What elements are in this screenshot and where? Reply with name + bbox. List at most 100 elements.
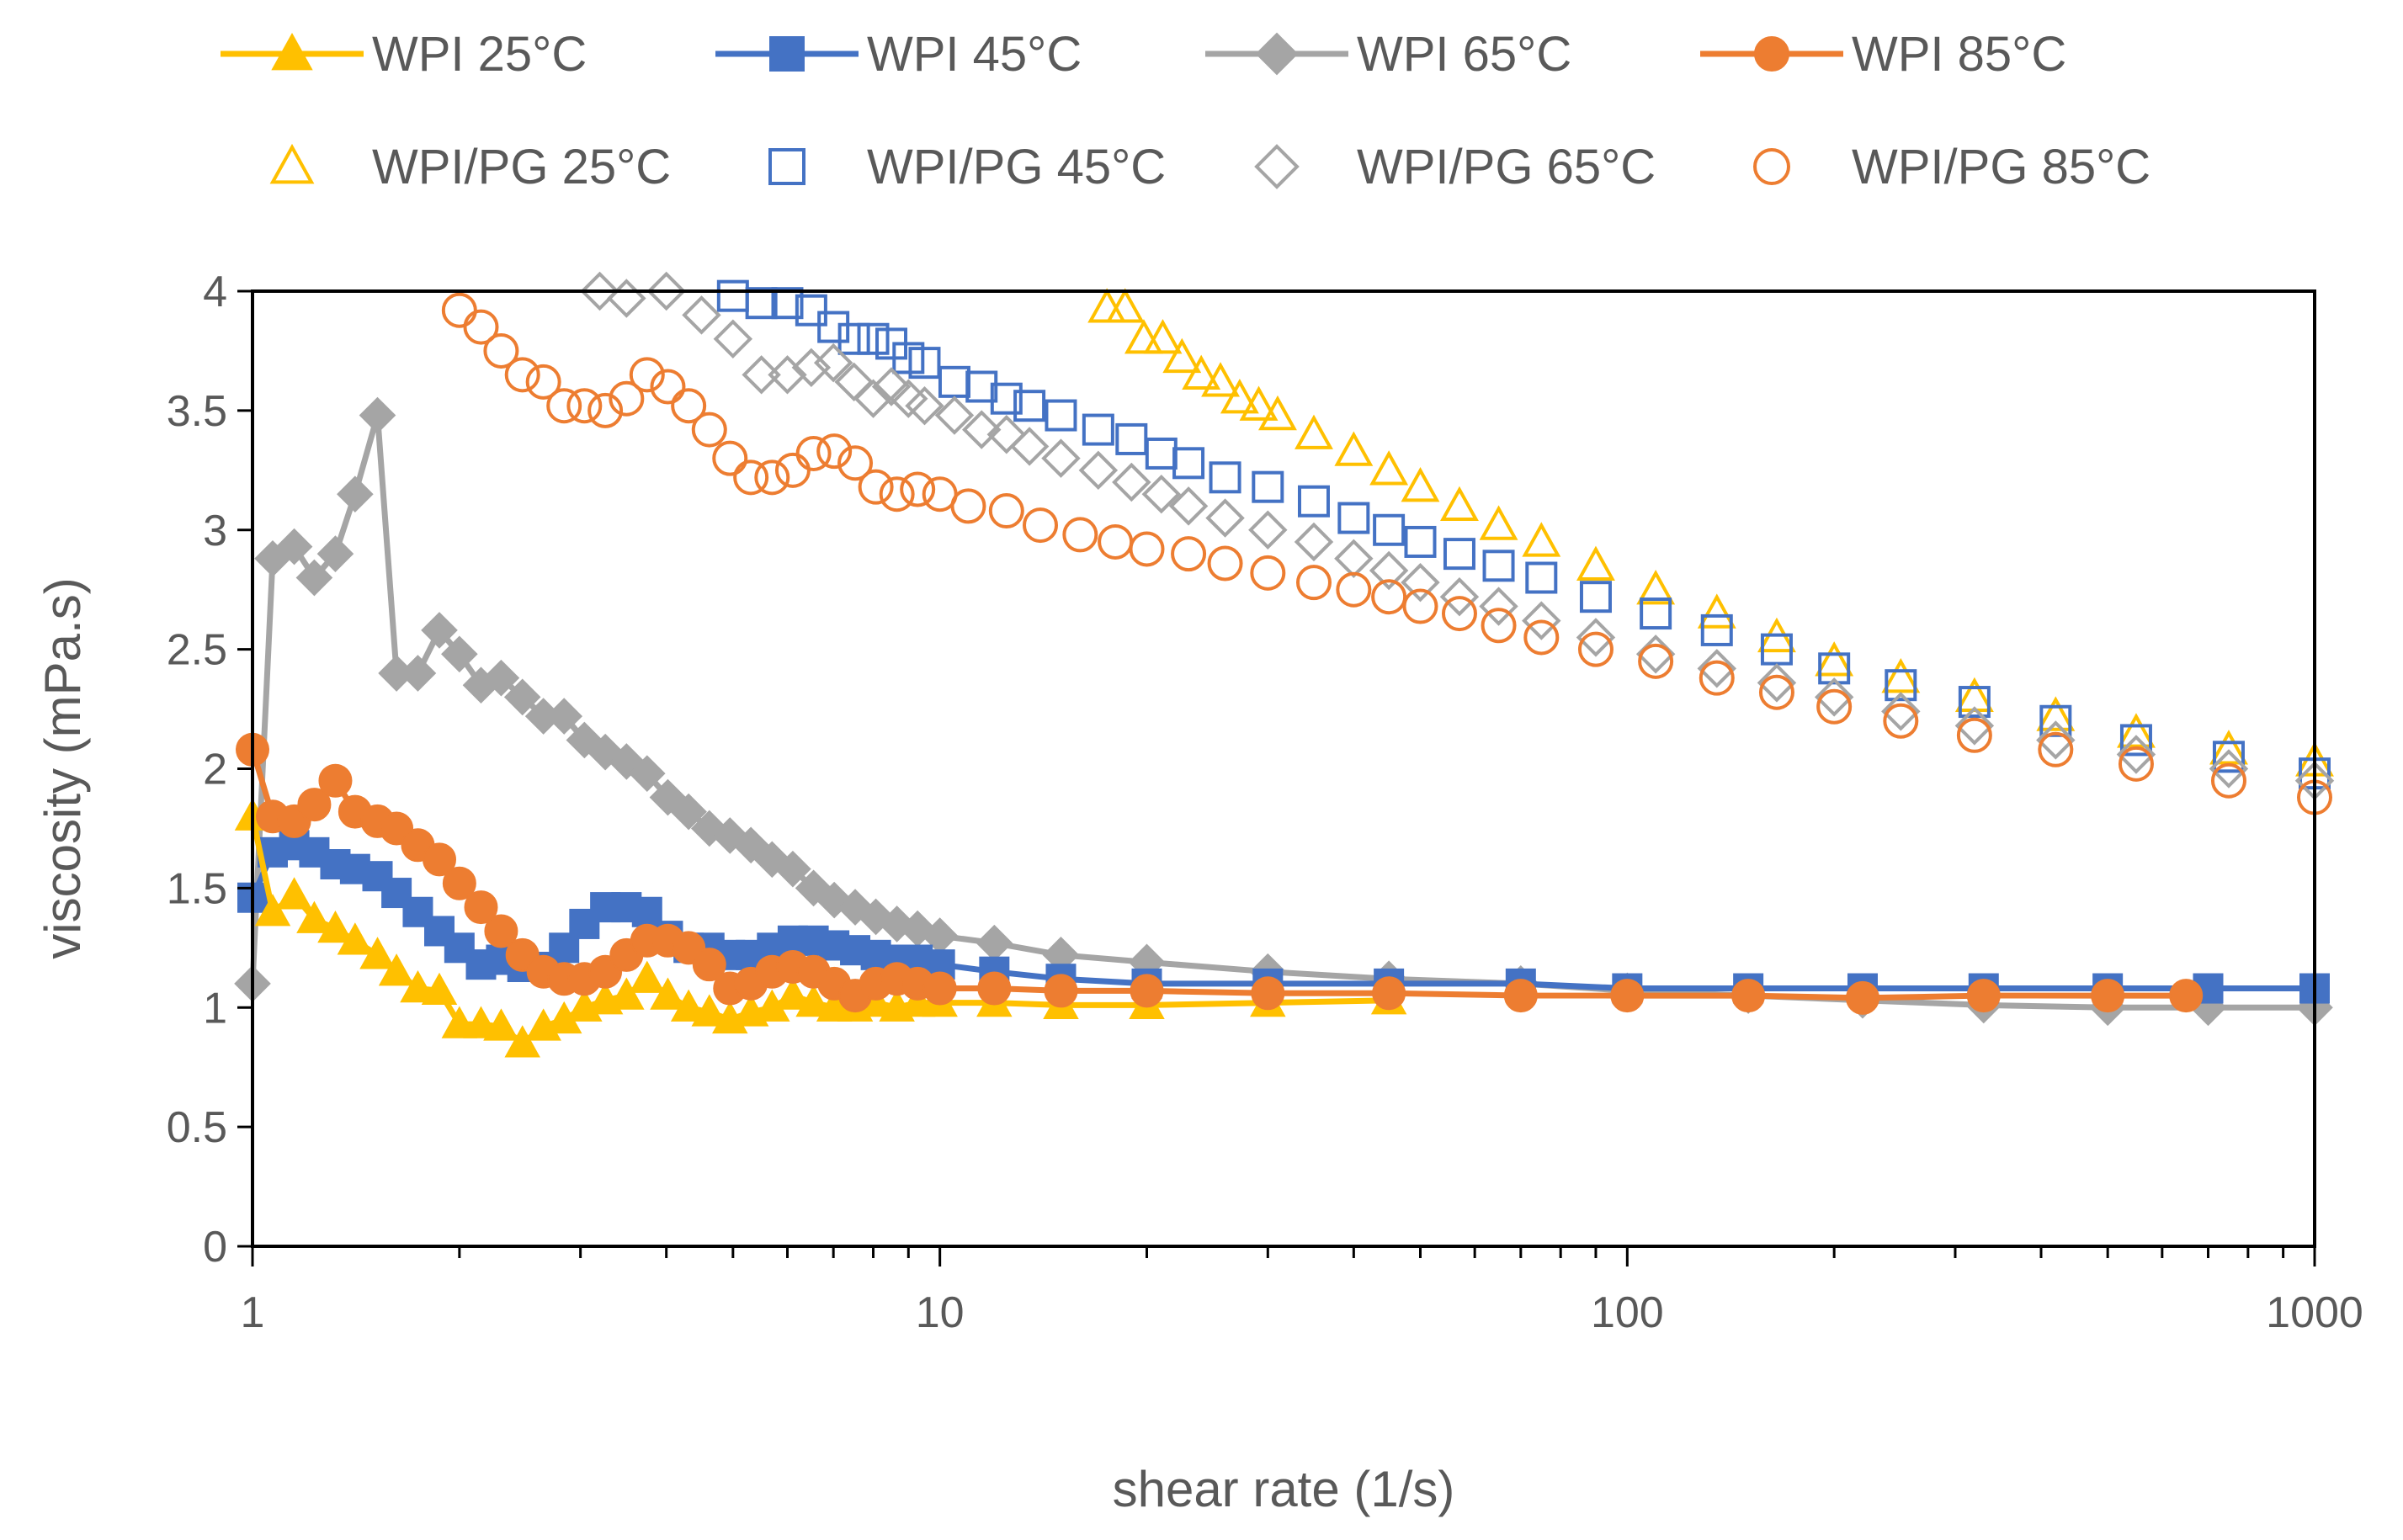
data-point xyxy=(1881,692,1921,731)
data-point xyxy=(1443,538,1475,571)
data-point xyxy=(1577,631,1614,667)
data-point xyxy=(691,994,728,1027)
data-point xyxy=(504,1025,540,1058)
data-point xyxy=(1295,565,1332,601)
data-point xyxy=(1522,601,1561,640)
series-wpi-25-c xyxy=(234,798,1407,1058)
data-point xyxy=(1700,613,1733,646)
y-tick-label: 2.5 xyxy=(167,626,227,675)
legend-label: WPI/PG 85°C xyxy=(1852,140,2150,194)
data-point xyxy=(1105,288,1145,323)
data-point xyxy=(1576,618,1616,657)
data-point xyxy=(1401,467,1440,502)
data-point xyxy=(934,396,975,435)
x-tick-label: 1000 xyxy=(2266,1288,2363,1337)
data-point xyxy=(441,635,478,673)
data-point xyxy=(908,347,941,380)
data-point xyxy=(712,440,748,476)
data-point xyxy=(1257,395,1297,431)
legend-marker xyxy=(768,148,805,185)
data-point xyxy=(400,969,436,1003)
data-point xyxy=(1481,608,1517,644)
data-point xyxy=(795,984,832,1017)
series-wpi-85-c xyxy=(236,732,2204,1015)
data-point xyxy=(1640,597,1672,630)
data-point xyxy=(296,900,332,933)
data-point xyxy=(1815,641,1854,677)
data-point xyxy=(316,535,354,572)
data-point xyxy=(817,311,850,343)
series-wpi-pg-65-c xyxy=(580,271,2335,800)
data-point xyxy=(566,388,603,424)
legend-label: WPI 65°C xyxy=(1357,27,1571,82)
data-point xyxy=(753,841,791,879)
data-point xyxy=(1251,976,1285,1011)
data-point xyxy=(545,698,583,735)
data-point xyxy=(2036,720,2076,760)
legend-label: WPI 85°C xyxy=(1852,27,2066,82)
x-tick-label: 100 xyxy=(1591,1288,1664,1337)
data-point xyxy=(1699,660,1735,696)
data-point xyxy=(1124,319,1163,354)
legend-label: WPI 25°C xyxy=(372,27,587,82)
data-point xyxy=(1373,513,1406,546)
legend-marker xyxy=(271,32,313,71)
legend-marker xyxy=(269,143,315,184)
data-point xyxy=(1334,431,1374,466)
data-point xyxy=(745,287,778,320)
data-point xyxy=(2212,741,2245,773)
data-point xyxy=(609,977,645,1010)
data-point xyxy=(2116,735,2156,774)
data-point xyxy=(318,763,353,798)
data-point xyxy=(1441,596,1477,632)
legend-entry: WPI/PG 65°C xyxy=(1254,140,1656,194)
data-point xyxy=(1525,561,1558,594)
data-point xyxy=(2169,979,2204,1013)
data-point xyxy=(1523,619,1560,656)
x-tick-label: 1 xyxy=(241,1288,265,1337)
legend-marker xyxy=(1754,36,1789,72)
data-point xyxy=(1112,462,1151,502)
data-point xyxy=(837,322,870,355)
data-point xyxy=(569,908,600,939)
data-point xyxy=(1401,562,1440,603)
data-point xyxy=(834,362,874,402)
data-point xyxy=(1062,517,1098,553)
data-point xyxy=(1129,531,1165,567)
data-point xyxy=(986,415,1027,454)
data-point xyxy=(423,842,457,877)
data-point xyxy=(1337,502,1370,534)
legend-entry: WPI 85°C xyxy=(1700,27,2066,82)
data-point xyxy=(1201,362,1241,397)
y-tick-label: 4 xyxy=(203,268,227,316)
data-point xyxy=(1082,413,1114,446)
data-point xyxy=(484,914,518,948)
data-point xyxy=(900,471,936,507)
data-point xyxy=(1439,576,1480,617)
data-point xyxy=(1479,505,1518,540)
data-point xyxy=(421,972,458,1006)
data-point xyxy=(950,488,986,524)
legend-entry: WPI 65°C xyxy=(1205,27,1571,82)
data-point xyxy=(795,294,827,327)
data-point xyxy=(1845,980,1879,1015)
legend-marker xyxy=(1254,144,1300,189)
data-point xyxy=(1479,587,1518,626)
data-point xyxy=(1209,461,1241,494)
series-wpi-pg-85-c xyxy=(441,292,2332,815)
data-point xyxy=(2119,724,2152,757)
data-point xyxy=(691,412,727,448)
x-axis-title: shear rate (1/s) xyxy=(1113,1461,1455,1517)
legend-label: WPI 45°C xyxy=(867,27,1082,82)
data-point xyxy=(609,380,645,417)
legend-marker xyxy=(1753,148,1790,185)
data-point xyxy=(317,911,354,943)
data-point xyxy=(650,369,686,405)
data-point xyxy=(1522,522,1561,557)
data-point xyxy=(853,379,893,418)
data-point xyxy=(482,659,520,697)
data-point xyxy=(837,445,874,481)
data-point xyxy=(1731,979,1766,1013)
data-point xyxy=(441,1006,478,1038)
data-point xyxy=(504,357,540,393)
